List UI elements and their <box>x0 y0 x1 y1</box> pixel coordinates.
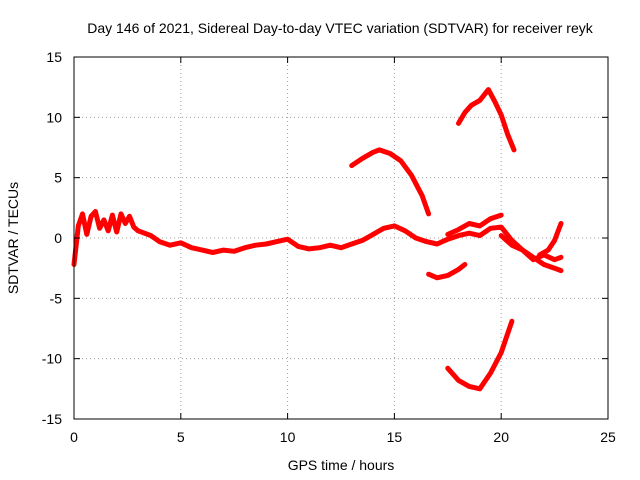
x-tick-label: 25 <box>600 429 616 445</box>
x-axis-label: GPS time / hours <box>288 457 395 473</box>
y-tick-label: -15 <box>42 411 62 427</box>
axis-ticks: 0 5 10 15 20 25 -15 -10 -5 0 5 10 15 <box>42 49 616 445</box>
x-tick-label: 15 <box>387 429 403 445</box>
series-right-rise-trace <box>537 221 564 258</box>
x-tick-label: 5 <box>177 429 185 445</box>
x-tick-label: 0 <box>70 429 78 445</box>
data-series <box>71 87 564 392</box>
y-tick-label: 5 <box>54 170 62 186</box>
series-arc-top <box>456 87 517 153</box>
series-lower-mid-trace <box>498 233 564 274</box>
y-tick-label: 0 <box>54 230 62 246</box>
chart-title: Day 146 of 2021, Sidereal Day-to-day VTE… <box>87 20 593 36</box>
x-tick-label: 10 <box>280 429 296 445</box>
y-tick-label: 10 <box>46 109 62 125</box>
y-axis-label: SDTVAR / TECUs <box>5 182 21 294</box>
y-tick-label: -10 <box>42 351 62 367</box>
series-upper-mid-trace <box>445 212 504 237</box>
y-tick-label: 15 <box>46 49 62 65</box>
series-arc-bottom <box>445 318 515 392</box>
series-arc-upper <box>349 147 432 217</box>
series-main-trace <box>71 209 564 267</box>
y-tick-label: -5 <box>50 290 63 306</box>
series-low-segment <box>426 262 468 281</box>
x-tick-label: 20 <box>493 429 509 445</box>
